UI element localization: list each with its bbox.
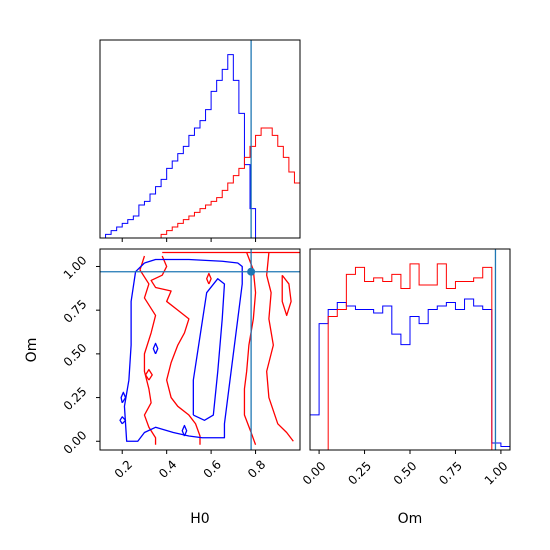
om-hist-series-b [310, 263, 510, 451]
contour-line-series-b [139, 255, 157, 445]
contour-lines-group [119, 251, 300, 445]
h0-histogram-panel [99, 39, 301, 242]
contour-line-series-b [243, 252, 257, 445]
x-axis-label-om-hist: Om [398, 511, 423, 527]
om-hist-frame [309, 248, 511, 451]
h0-hist-series-a [100, 54, 300, 239]
contour-line-series-b [150, 255, 201, 445]
contour-line-series-a [123, 258, 243, 442]
h0-hist-frame [99, 39, 301, 239]
contour-line-series-b [281, 274, 292, 317]
contour-line-series-b [144, 368, 153, 381]
contour-line-series-b [266, 252, 294, 442]
om-hist-series-a [309, 298, 511, 450]
contour-line-series-a [181, 424, 188, 437]
contour-truth-marker [247, 267, 256, 276]
contour-line-series-b [206, 272, 212, 285]
contour-line-series-a [152, 342, 159, 355]
y-axis-label-om: Om [24, 338, 40, 363]
contour-line-series-a [119, 416, 127, 425]
x-axis-label-h0: H0 [190, 511, 209, 527]
contour-line-series-a [120, 391, 127, 404]
contour-frame [99, 248, 301, 451]
contour-line-series-a [192, 278, 226, 421]
